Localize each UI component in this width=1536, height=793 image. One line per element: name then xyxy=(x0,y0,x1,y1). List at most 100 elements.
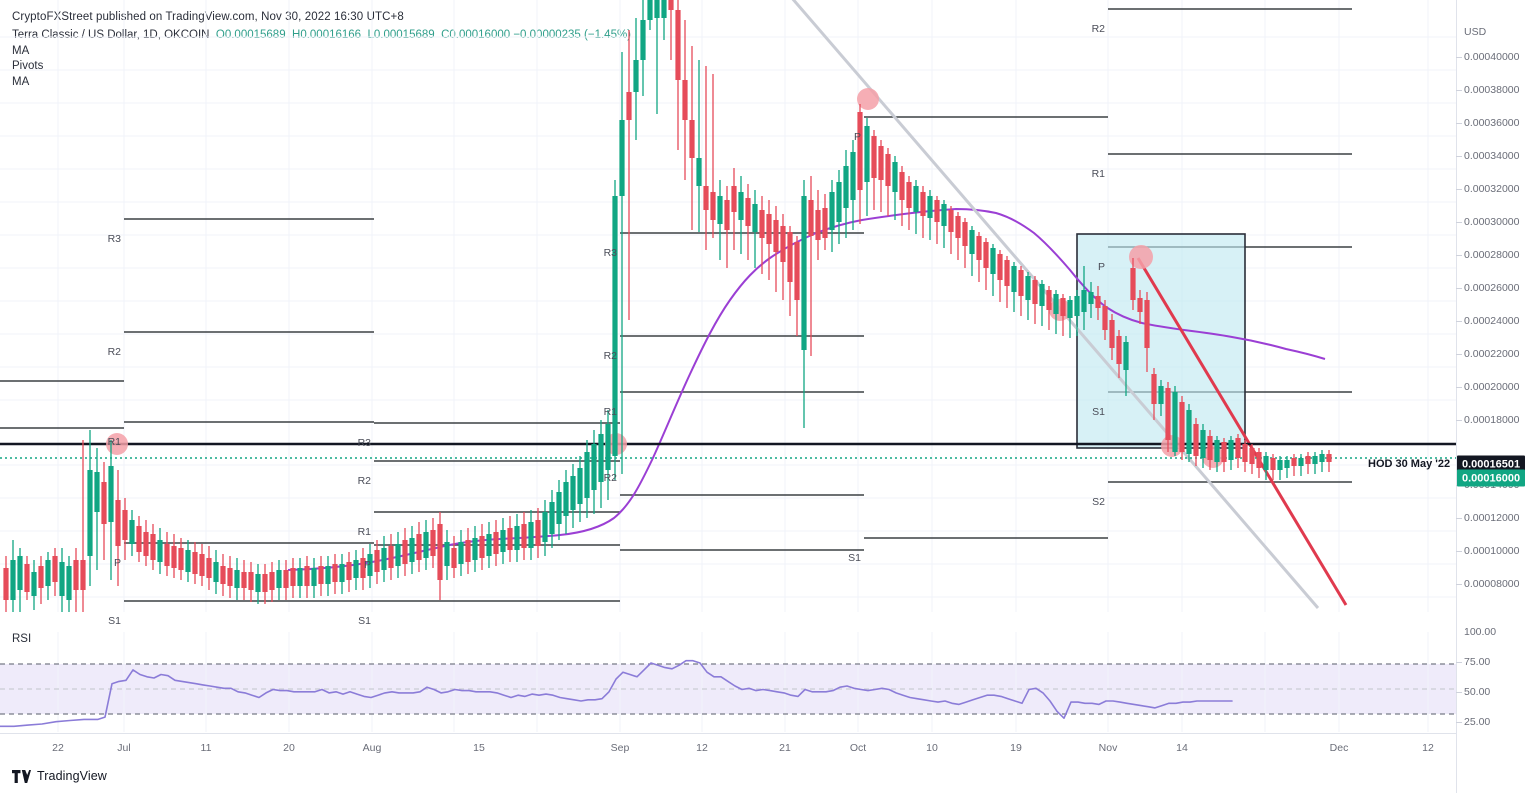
candle xyxy=(465,528,471,574)
candle xyxy=(955,212,961,260)
candle xyxy=(941,200,947,248)
candle xyxy=(920,186,926,238)
candle xyxy=(535,508,541,558)
candle xyxy=(1207,430,1213,470)
candle xyxy=(157,528,163,574)
candle xyxy=(829,180,835,252)
tradingview-brand: TradingView xyxy=(37,769,107,783)
candle xyxy=(220,554,226,596)
candle xyxy=(1326,450,1332,472)
candle xyxy=(458,530,464,576)
candle xyxy=(605,410,611,500)
candle xyxy=(1221,438,1227,472)
legend-low-value: 0.00015689 xyxy=(373,29,435,41)
time-label: 12 xyxy=(696,742,708,754)
time-label: 15 xyxy=(473,742,485,754)
candle xyxy=(836,170,842,244)
time-label: 20 xyxy=(283,742,295,754)
candlestick-series[interactable] xyxy=(3,0,1332,612)
candle xyxy=(24,556,30,600)
candle xyxy=(1179,396,1185,460)
candle xyxy=(1249,444,1255,474)
candle xyxy=(66,556,72,612)
candle xyxy=(983,238,989,290)
candle xyxy=(570,464,576,528)
candle xyxy=(563,470,569,534)
rsi-chart-canvas[interactable] xyxy=(0,632,1456,732)
candle xyxy=(395,532,401,578)
legend-indicator-ma-2[interactable]: MA xyxy=(12,75,30,88)
candle xyxy=(423,520,429,570)
candle xyxy=(1025,272,1031,320)
rsi-legend-label[interactable]: RSI xyxy=(12,633,32,645)
candle xyxy=(1165,382,1171,452)
price-chart-canvas[interactable] xyxy=(0,0,1456,612)
candle xyxy=(507,516,513,562)
legend-symbol-row[interactable]: Terra Classic / US Dollar, 1D, OKCOIN O0… xyxy=(12,28,631,44)
candle xyxy=(1270,454,1276,480)
price-tick: 0.00012000 xyxy=(1464,512,1520,524)
tradingview-footer[interactable]: TradingView xyxy=(12,769,107,783)
candle xyxy=(626,30,632,320)
candle xyxy=(1277,456,1283,480)
pivot-label-r2-g2: R2 xyxy=(357,475,371,487)
candle xyxy=(451,536,457,578)
price-axis[interactable]: USD 0.00040000 0.00038000 0.00036000 0.0… xyxy=(1456,0,1536,793)
legend-change-pct: (−1.45%) xyxy=(584,29,632,41)
time-axis[interactable]: 22 Jul 11 20 Aug 15 Sep 12 21 Oct 10 19 … xyxy=(0,733,1456,762)
candle xyxy=(1263,452,1269,480)
pivot-label-s2-g5: S2 xyxy=(1092,496,1105,508)
candle xyxy=(871,130,877,210)
candle xyxy=(262,564,268,604)
candle xyxy=(878,140,884,212)
price-tick: 0.00030000 xyxy=(1464,216,1520,228)
candle xyxy=(1130,258,1136,310)
pivot-label-p-g2: P xyxy=(363,559,371,571)
candle xyxy=(689,46,695,230)
candle xyxy=(801,180,807,428)
candle xyxy=(409,526,415,574)
candle xyxy=(1158,380,1164,416)
candle xyxy=(738,176,744,254)
rsi-tick: 75.00 xyxy=(1464,656,1491,668)
candle xyxy=(339,554,345,594)
candle xyxy=(164,532,170,576)
candle xyxy=(1200,424,1206,468)
price-tick: 0.00034000 xyxy=(1464,150,1520,162)
candle xyxy=(969,226,975,276)
candle xyxy=(479,524,485,570)
candle xyxy=(612,180,618,480)
pivot-label-p-g5: P xyxy=(1097,261,1105,273)
candle xyxy=(185,540,191,582)
candle xyxy=(1074,290,1080,336)
candle xyxy=(248,562,254,602)
candle xyxy=(843,150,849,238)
candle xyxy=(1081,266,1087,330)
candle xyxy=(934,196,940,244)
candle xyxy=(948,206,954,254)
pivot-label-r1-g2: R1 xyxy=(357,526,371,538)
candle xyxy=(374,540,380,584)
candle xyxy=(892,156,898,220)
legend-indicator-ma-1[interactable]: MA xyxy=(12,44,30,57)
candle xyxy=(710,74,716,238)
candle xyxy=(556,480,562,540)
trendline-red[interactable] xyxy=(1136,257,1348,606)
candle xyxy=(815,190,821,260)
candle xyxy=(1256,448,1262,478)
legend-low-key: L xyxy=(367,29,374,41)
candle xyxy=(696,60,702,232)
candle xyxy=(80,440,86,612)
candle xyxy=(675,0,681,150)
pivot-label-r2b-g3: R2 xyxy=(603,472,617,484)
candle xyxy=(864,118,870,216)
candle xyxy=(724,186,730,268)
price-tick: 0.00028000 xyxy=(1464,249,1520,261)
candle xyxy=(136,516,142,562)
legend-indicator-pivots[interactable]: Pivots xyxy=(12,60,44,72)
publisher-line: CryptoFXStreet published on TradingView.… xyxy=(12,11,404,23)
candle xyxy=(178,538,184,580)
candle xyxy=(227,556,233,598)
candle xyxy=(766,200,772,280)
